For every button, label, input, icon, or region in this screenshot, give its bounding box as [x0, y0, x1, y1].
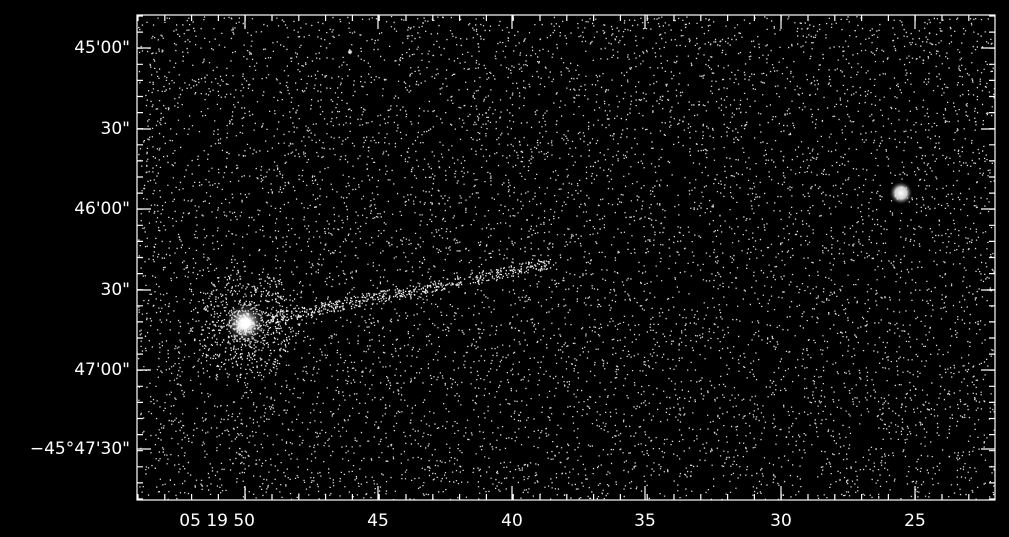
y-tick-label: 46'00" [74, 199, 130, 219]
sky-image: 45'00" 30" 46'00" 30" 47'00" −45°47'30" 05 19 … [0, 0, 1009, 537]
y-tick-label: 47'00" [74, 360, 130, 380]
x-tick-label: 30 [770, 511, 792, 531]
x-tick-label: 40 [501, 511, 523, 531]
point-source [889, 181, 913, 205]
x-tick-label: 05 19 50 [179, 511, 255, 531]
background [0, 0, 1009, 537]
y-tick-label: 30" [101, 280, 130, 300]
y-tick-label: 45'00" [74, 38, 130, 58]
y-tick-label: −45°47'30" [30, 439, 130, 459]
x-tick-label: 25 [904, 511, 926, 531]
x-tick-label: 45 [367, 511, 389, 531]
x-tick-label: 35 [634, 511, 656, 531]
pulsar-source [223, 301, 267, 345]
point-source [347, 49, 353, 55]
y-tick-label: 30" [101, 119, 130, 139]
page: 45'00" 30" 46'00" 30" 47'00" −45°47'30" 05 19 … [0, 0, 1009, 537]
